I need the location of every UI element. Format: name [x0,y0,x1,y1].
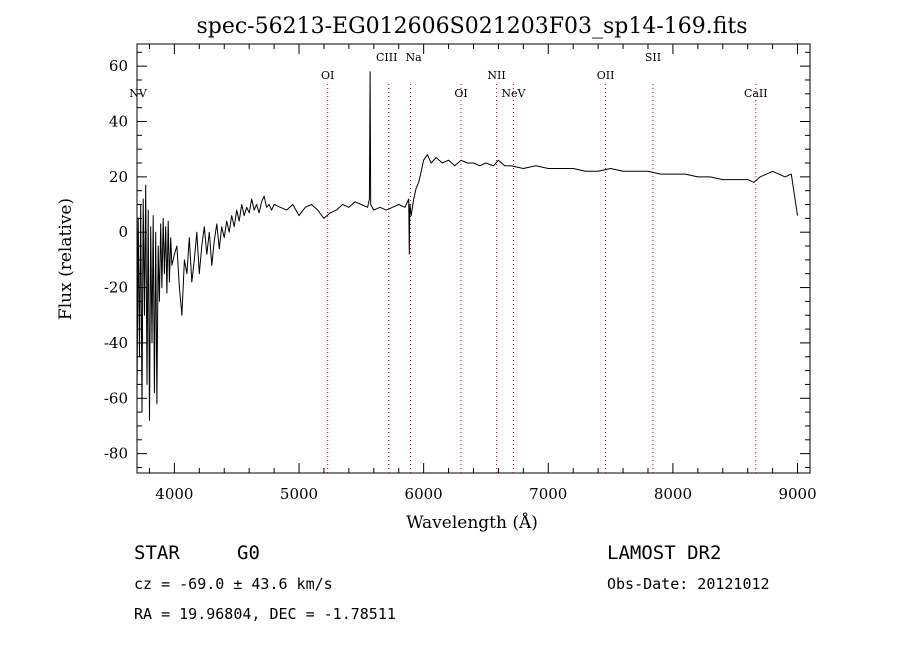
y-tick-label: -20 [104,279,128,297]
obs-date: Obs-Date: 20121012 [607,575,770,593]
y-tick-label: 40 [109,112,128,130]
survey-label: LAMOST DR2 [607,542,721,564]
plot-frame [136,43,811,474]
x-axis-label: Wavelength (Å) [406,512,538,533]
cz-value: cz = -69.0 ± 43.6 km/s [134,575,333,593]
axis-ticks: 4000 5000 6000 7000 8000 9000 -80 -60 -40 -20 0 20 4… [104,44,817,503]
spectrum-line [136,71,798,421]
line-label: NeV [501,87,526,100]
x-tick-label: 4000 [155,485,193,503]
line-label: CIII [376,51,397,64]
chart-title: spec-56213-EG012606S021203F03_sp14-169.f… [196,14,747,39]
y-tick-label: -60 [104,389,128,407]
class-label: STAR [134,542,180,564]
spectrum-series [136,71,798,421]
y-tick-label: 60 [109,57,128,75]
y-tick-label: -40 [104,334,128,352]
x-tick-label: 7000 [529,485,567,503]
line-label: Na [405,51,422,64]
line-label: OII [597,69,615,82]
line-label: CaII [744,87,768,100]
y-tick-label: 0 [118,223,128,241]
y-tick-label: -80 [104,445,128,463]
x-tick-label: 8000 [654,485,692,503]
line-label: NII [487,69,505,82]
subclass-label: G0 [237,542,260,564]
x-tick-label: 6000 [405,485,443,503]
line-label: OI [321,69,334,82]
y-tick-label: 20 [109,168,128,186]
x-tick-label: 9000 [778,485,816,503]
x-tick-label: 5000 [280,485,318,503]
line-label: SII [645,51,661,64]
line-label: OI [454,87,467,100]
y-axis-label: Flux (relative) [56,198,76,320]
coordinates: RA = 19.96804, DEC = -1.78511 [134,605,396,623]
